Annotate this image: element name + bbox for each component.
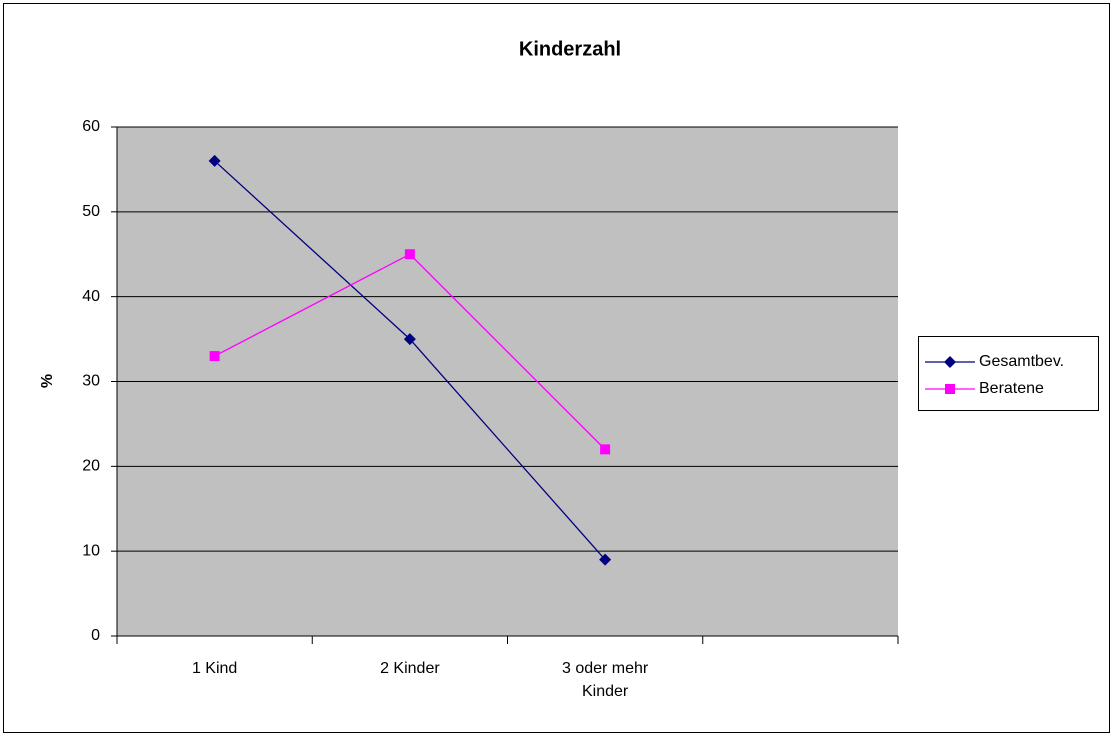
legend-label: Beratene	[979, 380, 1044, 397]
marker	[209, 351, 220, 362]
y-tick-label: 60	[82, 118, 100, 135]
legend-label: Gesamtbev.	[979, 353, 1064, 370]
chart-title: Kinderzahl	[519, 38, 621, 60]
y-tick-label: 30	[82, 373, 100, 390]
y-tick-label: 40	[82, 288, 100, 305]
legend	[918, 336, 1099, 411]
y-tick-label: 20	[82, 458, 100, 475]
legend-marker	[945, 384, 955, 394]
y-axis-label: %	[39, 374, 56, 388]
x-tick-label: 1 Kind	[191, 660, 238, 677]
marker	[404, 249, 415, 260]
x-tick-label: 3 oder mehr Kinder	[561, 660, 649, 700]
marker	[600, 444, 611, 455]
y-tick-label: 10	[82, 542, 100, 559]
marker	[599, 553, 612, 566]
y-tick-label: 0	[91, 627, 100, 644]
x-tick-label: 2 Kinder	[380, 660, 440, 677]
legend-marker	[944, 356, 956, 368]
marker	[403, 333, 416, 346]
y-tick-label: 50	[82, 203, 100, 220]
marker	[208, 154, 221, 167]
